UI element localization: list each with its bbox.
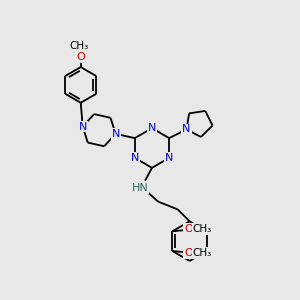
- Text: CH₃: CH₃: [193, 224, 212, 234]
- Text: O: O: [184, 248, 193, 258]
- Text: N: N: [130, 153, 139, 163]
- Text: CH₃: CH₃: [193, 248, 212, 258]
- Text: N: N: [148, 123, 156, 133]
- Text: CH₃: CH₃: [69, 41, 88, 51]
- Text: N: N: [79, 122, 87, 131]
- Text: O: O: [76, 52, 85, 62]
- Text: HN: HN: [132, 183, 148, 193]
- Text: N: N: [182, 124, 190, 134]
- Text: N: N: [165, 153, 173, 163]
- Text: N: N: [111, 129, 120, 139]
- Text: O: O: [184, 224, 193, 234]
